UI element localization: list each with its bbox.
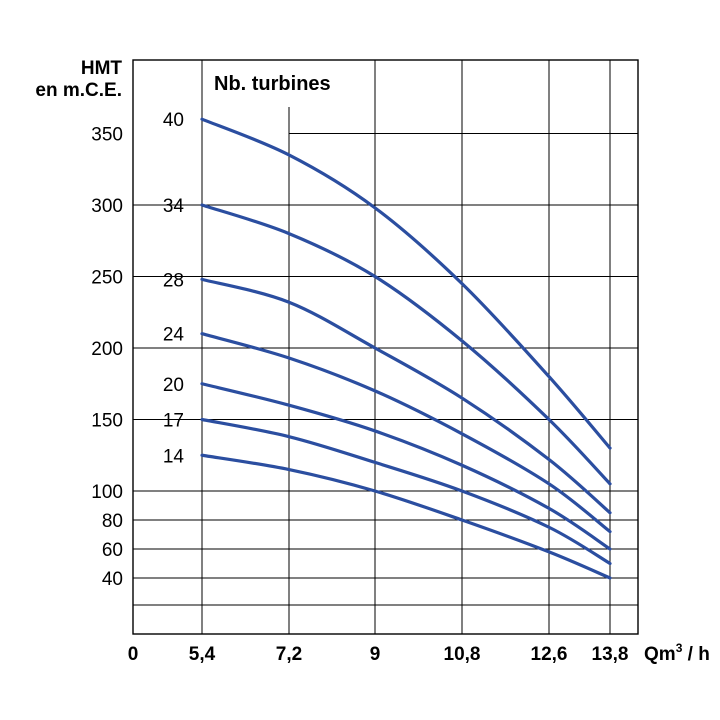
x-axis-title: Qm3 / h [644, 641, 710, 665]
x-axis-title-main: Qm [644, 644, 676, 665]
y-tick-label: 40 [102, 569, 123, 590]
y-tick-label: 150 [91, 411, 123, 432]
x-axis-title-sup: 3 [676, 641, 683, 655]
curve-label-14: 14 [163, 446, 185, 467]
y-tick-label: 60 [102, 540, 123, 561]
curve-28 [200, 277, 612, 515]
grid [132, 59, 639, 635]
curve-label-17: 17 [163, 411, 184, 432]
curve-40 [200, 117, 612, 450]
y-tick-label: 200 [91, 339, 123, 360]
curve-label-40: 40 [163, 110, 184, 131]
y-axis-title-line2: en m.C.E. [35, 80, 122, 101]
y-tick-label: 100 [91, 482, 123, 503]
y-tick-label: 350 [91, 125, 123, 146]
legend-title: Nb. turbines [214, 73, 331, 95]
curve-17 [200, 417, 612, 566]
curve-34 [200, 203, 612, 486]
y-tick-label: 80 [102, 511, 123, 532]
x-tick-label: 12,6 [531, 644, 568, 665]
x-tick-label: 13,8 [592, 644, 629, 665]
ticks: 40 60 80 100 150 200 250 300 350 0 5,4 7,2 9 10,8 12,6… [91, 125, 628, 666]
plot-frame [132, 59, 639, 635]
curve-labels: 40 34 28 24 20 17 14 [163, 110, 185, 467]
curve-24 [200, 332, 612, 534]
curves [200, 117, 612, 580]
x-tick-label: 7,2 [276, 644, 302, 665]
y-axis-title: HMT en m.C.E. [35, 58, 122, 102]
curve-label-24: 24 [163, 325, 185, 346]
x-tick-label: 9 [370, 644, 381, 665]
curve-label-28: 28 [163, 270, 184, 291]
curve-label-34: 34 [163, 196, 185, 217]
y-tick-label: 250 [91, 268, 123, 289]
y-axis-title-line1: HMT [80, 58, 122, 79]
x-tick-label: 0 [128, 644, 139, 665]
curve-label-20: 20 [163, 375, 184, 396]
curve-20 [200, 382, 612, 551]
curve-14 [200, 453, 612, 580]
x-tick-label: 10,8 [444, 644, 481, 665]
y-tick-label: 300 [91, 196, 123, 217]
x-axis-title-tail: / h [682, 644, 709, 665]
x-tick-label: 5,4 [189, 644, 216, 665]
